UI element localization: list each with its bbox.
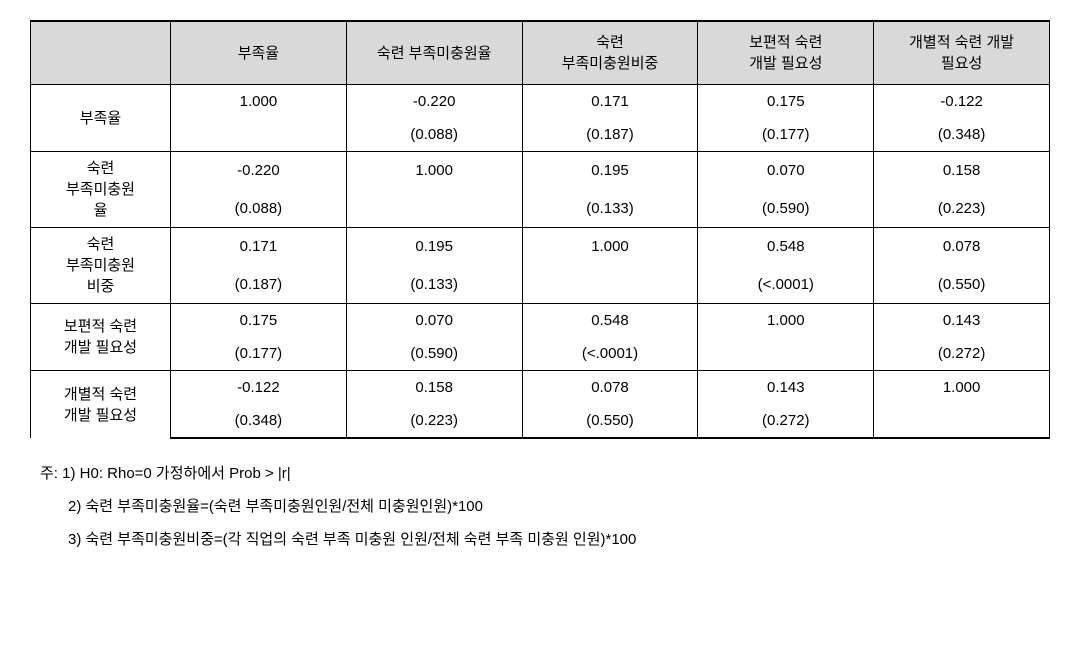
cell-pval: (0.133) xyxy=(346,266,522,304)
cell-value: -0.220 xyxy=(346,85,522,119)
row-label: 개별적 숙련개발 필요성 xyxy=(31,371,171,439)
table-row: 숙련부족미충원율 -0.220 1.000 0.195 0.070 0.158 xyxy=(31,152,1050,190)
cell-value: 0.175 xyxy=(171,304,347,338)
cell-pval: (0.187) xyxy=(171,266,347,304)
table-row: (0.088) (0.133) (0.590) (0.223) xyxy=(31,190,1050,228)
cell-pval: (0.590) xyxy=(698,190,874,228)
cell-pval: (0.223) xyxy=(346,404,522,438)
cell-value: 1.000 xyxy=(874,371,1050,405)
footnote-1: 주: 1) H0: Rho=0 가정하에서 Prob > |r| xyxy=(40,457,1050,490)
cell-value: -0.122 xyxy=(171,371,347,405)
cell-value: 1.000 xyxy=(346,152,522,190)
header-col-2: 숙련 부족미충원율 xyxy=(346,21,522,85)
cell-pval xyxy=(874,404,1050,438)
cell-value: 1.000 xyxy=(522,228,698,266)
cell-pval: (<.0001) xyxy=(522,337,698,371)
row-label: 보편적 숙련개발 필요성 xyxy=(31,304,171,371)
cell-value: 0.143 xyxy=(698,371,874,405)
cell-pval xyxy=(346,190,522,228)
cell-pval: (0.272) xyxy=(698,404,874,438)
table-row: 부족율 1.000 -0.220 0.171 0.175 -0.122 xyxy=(31,85,1050,119)
table-body: 부족율 1.000 -0.220 0.171 0.175 -0.122 (0.0… xyxy=(31,85,1050,439)
cell-value: 0.548 xyxy=(698,228,874,266)
cell-pval: (0.177) xyxy=(171,337,347,371)
table-row: 개별적 숙련개발 필요성 -0.122 0.158 0.078 0.143 1.… xyxy=(31,371,1050,405)
cell-pval: (0.348) xyxy=(171,404,347,438)
header-col-4: 보편적 숙련개발 필요성 xyxy=(698,21,874,85)
cell-pval: (0.223) xyxy=(874,190,1050,228)
cell-value: 0.158 xyxy=(874,152,1050,190)
cell-value: 0.143 xyxy=(874,304,1050,338)
table-row: (0.088) (0.187) (0.177) (0.348) xyxy=(31,118,1050,152)
header-col-1: 부족율 xyxy=(171,21,347,85)
cell-pval: (0.187) xyxy=(522,118,698,152)
footnote-3: 3) 숙련 부족미충원비중=(각 직업의 숙련 부족 미충원 인원/전체 숙련 … xyxy=(40,523,1050,556)
table-row: (0.187) (0.133) (<.0001) (0.550) xyxy=(31,266,1050,304)
cell-pval: (0.088) xyxy=(346,118,522,152)
row-label: 부족율 xyxy=(31,85,171,152)
cell-value: 0.195 xyxy=(346,228,522,266)
cell-value: 0.195 xyxy=(522,152,698,190)
cell-pval xyxy=(522,266,698,304)
cell-pval xyxy=(698,337,874,371)
cell-pval: (0.133) xyxy=(522,190,698,228)
header-row: 부족율 숙련 부족미충원율 숙련부족미충원비중 보편적 숙련개발 필요성 개별적… xyxy=(31,21,1050,85)
row-label: 숙련부족미충원비중 xyxy=(31,228,171,304)
cell-value: 1.000 xyxy=(171,85,347,119)
cell-pval: (0.550) xyxy=(874,266,1050,304)
cell-pval: (0.088) xyxy=(171,190,347,228)
cell-value: 0.175 xyxy=(698,85,874,119)
table-row: 숙련부족미충원비중 0.171 0.195 1.000 0.548 0.078 xyxy=(31,228,1050,266)
cell-value: 0.078 xyxy=(522,371,698,405)
cell-pval xyxy=(171,118,347,152)
header-blank xyxy=(31,21,171,85)
cell-pval: (0.590) xyxy=(346,337,522,371)
cell-pval: (<.0001) xyxy=(698,266,874,304)
header-col-5: 개별적 숙련 개발필요성 xyxy=(874,21,1050,85)
table-row: (0.348) (0.223) (0.550) (0.272) xyxy=(31,404,1050,438)
footnotes: 주: 1) H0: Rho=0 가정하에서 Prob > |r| 2) 숙련 부… xyxy=(30,457,1050,556)
table-row: 보편적 숙련개발 필요성 0.175 0.070 0.548 1.000 0.1… xyxy=(31,304,1050,338)
row-label: 숙련부족미충원율 xyxy=(31,152,171,228)
cell-pval: (0.177) xyxy=(698,118,874,152)
footnote-2: 2) 숙련 부족미충원율=(숙련 부족미충원인원/전체 미충원인원)*100 xyxy=(40,490,1050,523)
cell-value: 1.000 xyxy=(698,304,874,338)
cell-pval: (0.550) xyxy=(522,404,698,438)
cell-value: 0.171 xyxy=(522,85,698,119)
cell-value: 0.078 xyxy=(874,228,1050,266)
correlation-table: 부족율 숙련 부족미충원율 숙련부족미충원비중 보편적 숙련개발 필요성 개별적… xyxy=(30,20,1050,439)
cell-pval: (0.348) xyxy=(874,118,1050,152)
table-row: (0.177) (0.590) (<.0001) (0.272) xyxy=(31,337,1050,371)
header-col-3: 숙련부족미충원비중 xyxy=(522,21,698,85)
cell-value: 0.070 xyxy=(346,304,522,338)
cell-pval: (0.272) xyxy=(874,337,1050,371)
cell-value: -0.122 xyxy=(874,85,1050,119)
cell-value: 0.158 xyxy=(346,371,522,405)
cell-value: -0.220 xyxy=(171,152,347,190)
cell-value: 0.171 xyxy=(171,228,347,266)
cell-value: 0.548 xyxy=(522,304,698,338)
cell-value: 0.070 xyxy=(698,152,874,190)
